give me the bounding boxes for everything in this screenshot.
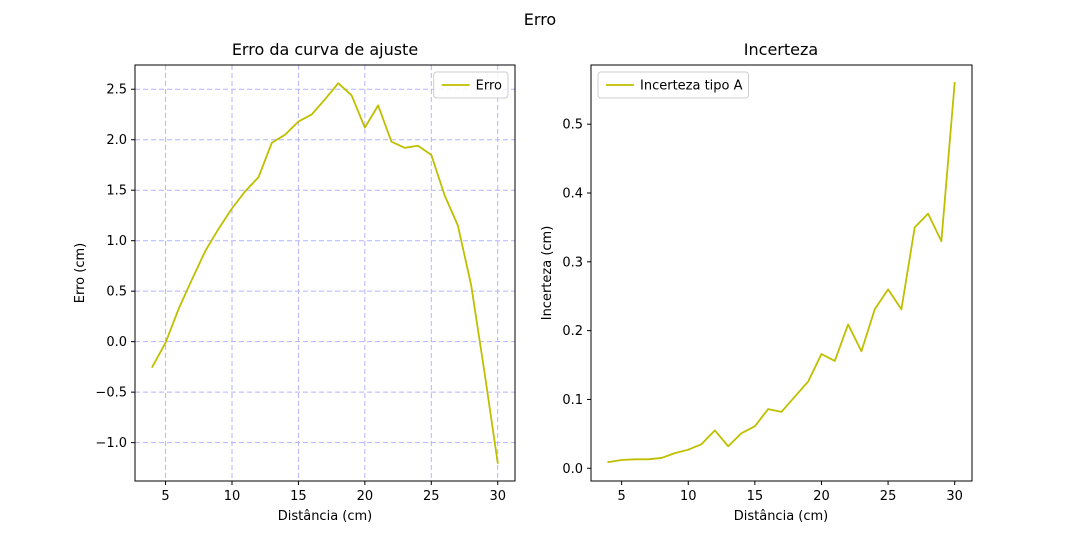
y-tick-label: 0.0 bbox=[106, 335, 127, 350]
legend-box bbox=[597, 71, 750, 99]
y-tick-label: 0.5 bbox=[106, 285, 127, 300]
x-tick-label: 30 bbox=[946, 489, 963, 504]
x-tick-label: 20 bbox=[357, 489, 374, 504]
y-tick-label: −0.5 bbox=[95, 386, 127, 401]
y-tick-label: 0.2 bbox=[562, 324, 583, 339]
x-tick-label: 20 bbox=[813, 489, 830, 504]
chart-title: Erro da curva de ajuste bbox=[232, 40, 418, 59]
x-tick-label: 5 bbox=[617, 489, 625, 504]
axes-frame bbox=[134, 64, 516, 482]
legend: Erro bbox=[433, 71, 509, 99]
x-tick-label: 15 bbox=[290, 489, 307, 504]
legend: Incerteza tipo A bbox=[597, 71, 750, 99]
y-tick-label: 2.5 bbox=[106, 83, 127, 98]
chart-uncertainty: Incerteza Distância (cm) Incerteza (cm) … bbox=[540, 40, 973, 524]
grid bbox=[135, 65, 515, 481]
x-axis-label: Distância (cm) bbox=[278, 509, 373, 524]
series-line bbox=[151, 82, 499, 464]
chart-title: Incerteza bbox=[744, 40, 818, 59]
y-tick-label: 0.3 bbox=[562, 255, 583, 270]
x-tick-label: 30 bbox=[489, 489, 506, 504]
axes-frame bbox=[590, 64, 973, 482]
y-tick-label: 0.0 bbox=[562, 462, 583, 477]
figure-suptitle: Erro bbox=[524, 10, 556, 29]
chart-error-fit: Erro da curva de ajuste Distância (cm) E… bbox=[73, 40, 516, 524]
y-tick-label: 2.0 bbox=[106, 133, 127, 148]
legend-label: Incerteza tipo A bbox=[640, 79, 743, 94]
y-tick-label: 0.4 bbox=[562, 187, 583, 202]
y-tick-label: 0.1 bbox=[562, 393, 583, 408]
x-tick-label: 25 bbox=[880, 489, 897, 504]
y-tick-label: 1.5 bbox=[106, 184, 127, 199]
y-tick-label: 0.5 bbox=[562, 118, 583, 133]
y-tick-label: −1.0 bbox=[95, 436, 127, 451]
legend-box bbox=[433, 71, 509, 99]
x-tick-label: 10 bbox=[224, 489, 241, 504]
x-tick-label: 15 bbox=[747, 489, 764, 504]
y-axis-label: Erro (cm) bbox=[73, 243, 88, 303]
y-axis-label: Incerteza (cm) bbox=[540, 226, 555, 321]
x-tick-label: 10 bbox=[680, 489, 697, 504]
legend-label: Erro bbox=[476, 79, 502, 94]
x-axis-label: Distância (cm) bbox=[734, 509, 829, 524]
x-tick-label: 5 bbox=[161, 489, 169, 504]
series-line bbox=[607, 81, 956, 464]
x-tick-label: 25 bbox=[423, 489, 440, 504]
y-tick-label: 1.0 bbox=[106, 234, 127, 249]
